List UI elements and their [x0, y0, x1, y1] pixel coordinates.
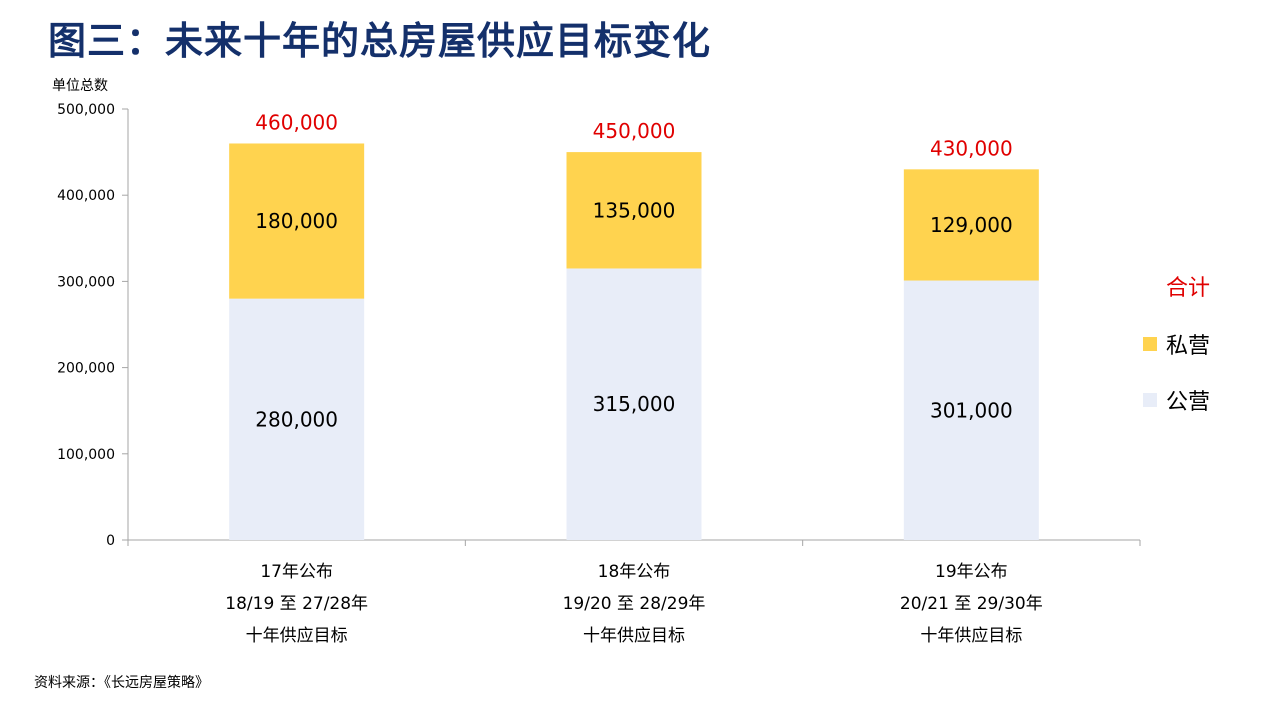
- bar-public: [566, 268, 702, 540]
- data-label-public: 315,000: [593, 392, 676, 416]
- y-tick-label: 100,000: [57, 447, 115, 463]
- data-label-public: 280,000: [255, 407, 338, 431]
- page-title: 图三：未来十年的总房屋供应目标变化: [48, 19, 712, 63]
- legend-label-public: 公营: [1166, 390, 1211, 415]
- data-label-public: 301,000: [930, 398, 1013, 422]
- x-category-label: 十年供应目标: [246, 626, 348, 646]
- legend-label-private: 私营: [1166, 334, 1211, 359]
- data-label-private: 129,000: [930, 213, 1013, 237]
- data-label-total: 460,000: [255, 110, 338, 134]
- y-tick-label: 300,000: [57, 274, 115, 290]
- data-label-private: 180,000: [255, 209, 338, 233]
- x-category-label: 18/19 至 27/28年: [225, 594, 368, 614]
- x-category-label: 17年公布: [260, 562, 333, 582]
- x-category-label: 18年公布: [598, 562, 671, 582]
- y-tick-label: 400,000: [57, 188, 115, 204]
- y-tick-label: 0: [106, 533, 115, 549]
- data-label-total: 430,000: [930, 136, 1013, 160]
- legend-swatch-public: [1143, 393, 1157, 407]
- y-tick-label: 200,000: [57, 361, 115, 377]
- x-category-label: 19/20 至 28/29年: [563, 594, 706, 614]
- x-category-label: 十年供应目标: [920, 626, 1022, 646]
- y-tick-label: 500,000: [57, 102, 115, 118]
- bar-private: [566, 152, 702, 269]
- x-category-label: 20/21 至 29/30年: [900, 594, 1043, 614]
- bar-public: [229, 298, 365, 540]
- legend-swatch-private: [1143, 337, 1157, 351]
- data-label-private: 135,000: [593, 198, 676, 222]
- bar-private: [229, 143, 365, 299]
- x-category-label: 十年供应目标: [583, 626, 685, 646]
- legend-total-label: 合计: [1166, 276, 1211, 301]
- x-category-label: 19年公布: [935, 562, 1008, 582]
- bar-public: [903, 280, 1039, 540]
- y-axis-title: 单位总数: [52, 78, 108, 94]
- legend-item-private: 私营: [1143, 328, 1210, 360]
- legend-item-public: 公营: [1143, 384, 1210, 416]
- source-note: 资料来源：《长远房屋策略》: [34, 675, 209, 691]
- data-label-total: 450,000: [593, 119, 676, 143]
- bar-private: [903, 169, 1039, 281]
